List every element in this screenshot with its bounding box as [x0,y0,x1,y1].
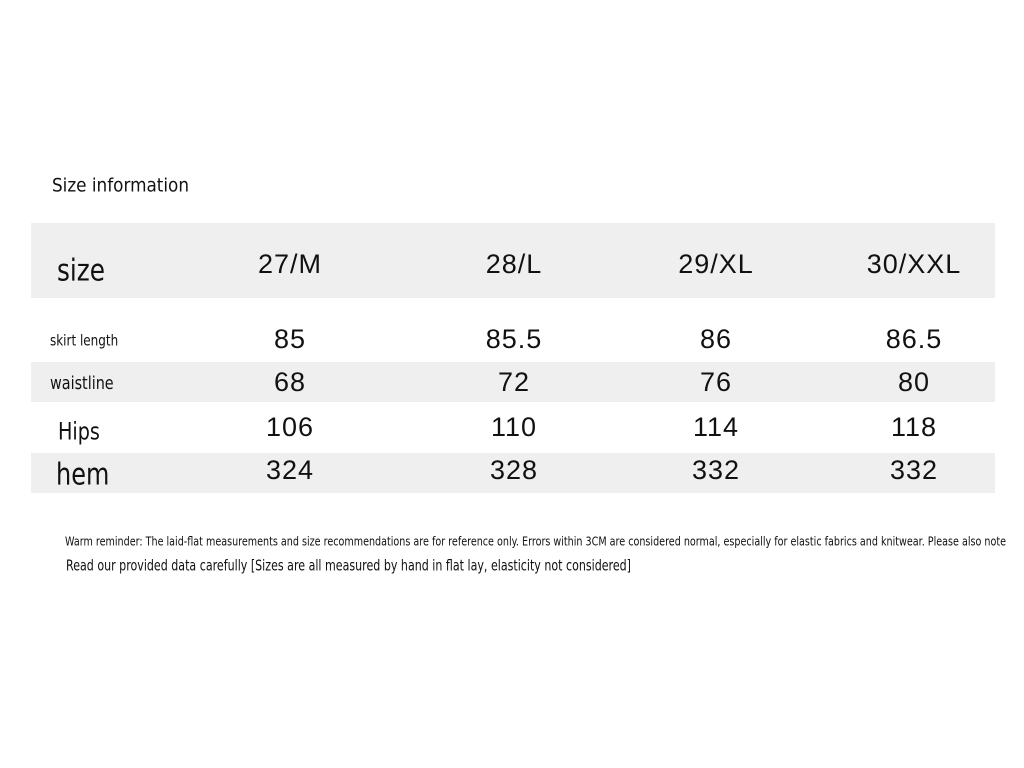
row-label: hem [56,458,109,492]
cell: 80 [898,367,930,397]
row-label: waistline [50,372,114,393]
cell: 328 [490,455,538,485]
cell: 86.5 [886,324,943,354]
row-band [31,362,995,402]
cell: 114 [693,412,739,442]
cell: 86 [700,324,732,354]
header-band [31,223,995,298]
cell: 110 [491,412,537,442]
cell: 332 [692,455,740,485]
cell: 85.5 [486,324,543,354]
note: Warm reminder: The laid-flat measurement… [65,535,1006,549]
cell: 332 [890,455,938,485]
header-cell: 29/XL [678,249,754,279]
cell: 106 [266,412,314,442]
cell: 85 [274,324,306,354]
header-cell: 30/XXL [867,249,962,279]
header-cell: 28/L [486,249,543,279]
cell: 68 [274,367,306,397]
cell: 324 [266,455,314,485]
header-cell: 27/M [258,249,322,279]
cell: 72 [498,367,530,397]
title: Size information [52,175,189,197]
row-label: skirt length [50,332,118,350]
note: Read our provided data carefully [Sizes … [66,557,631,575]
header-label: size [57,254,105,289]
row-label: Hips [58,419,100,447]
cell: 76 [700,367,732,397]
cell: 118 [891,412,937,442]
row-band [31,453,995,493]
